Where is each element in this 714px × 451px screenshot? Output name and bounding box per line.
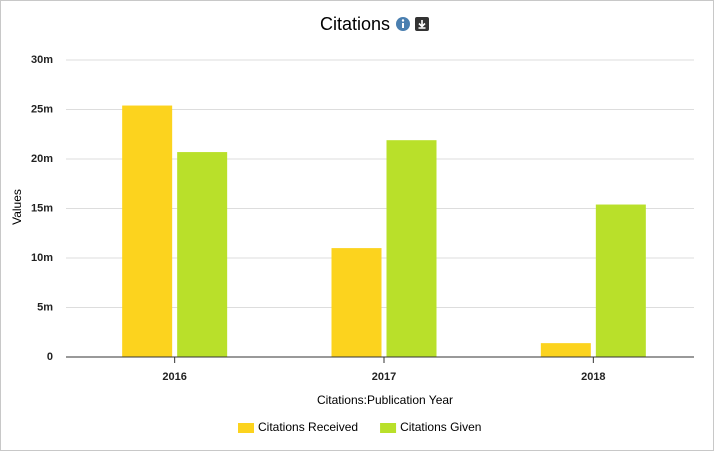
legend-swatch [238, 423, 254, 433]
y-tick-label: 0 [47, 351, 53, 363]
y-tick-label: 10m [31, 252, 53, 264]
bar [122, 105, 173, 357]
bar [540, 343, 591, 357]
x-tick-label: 2016 [162, 371, 186, 383]
legend-label: Citations Given [400, 420, 481, 434]
y-tick-label: 20m [31, 153, 53, 165]
legend-swatch [380, 423, 397, 433]
chart-title: Citations [320, 14, 390, 34]
bar [595, 204, 646, 357]
bar [386, 140, 437, 357]
y-axis-label: Values [10, 189, 24, 225]
download-icon[interactable] [415, 17, 429, 31]
y-tick-label: 25m [31, 103, 53, 115]
y-tick-label: 5m [37, 301, 53, 313]
x-tick-label: 2018 [581, 371, 605, 383]
info-icon[interactable] [396, 17, 410, 31]
x-axis-label: Citations:Publication Year [317, 393, 453, 407]
x-tick-label: 2017 [372, 371, 396, 383]
bar [177, 152, 228, 357]
bar [331, 248, 382, 357]
legend-label: Citations Received [258, 420, 358, 434]
y-tick-label: 15m [31, 202, 53, 214]
y-tick-label: 30m [31, 54, 53, 66]
